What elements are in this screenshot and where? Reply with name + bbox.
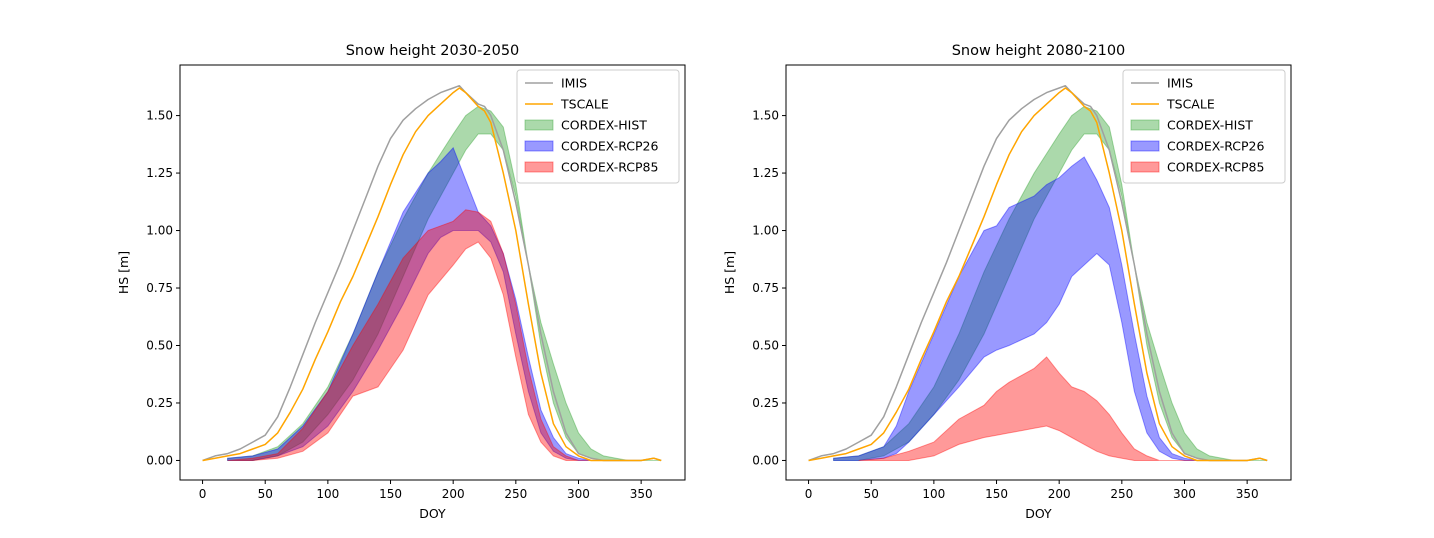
x-tick-label: 200: [1048, 487, 1071, 501]
line-tscale: [202, 87, 662, 462]
axes-frame: [179, 64, 686, 481]
band-cordex-rcp85: [227, 209, 617, 461]
x-tick-label: 300: [567, 487, 590, 501]
plot-area: [808, 84, 1268, 462]
y-tick-label: 1.00: [146, 224, 173, 238]
legend-key-cordex-rcp85: [1130, 161, 1160, 173]
legend-label-cordex-hist: CORDEX-HIST: [1167, 118, 1253, 133]
legend-frame: [1122, 69, 1286, 184]
x-tick-label: 0: [199, 487, 207, 501]
chart-title: Snow height 2080-2100: [952, 43, 1126, 59]
x-tick-label: 200: [442, 487, 465, 501]
legend-label-imis: IMIS: [1167, 76, 1193, 91]
plot-area: [202, 84, 662, 462]
line-tscale: [808, 87, 1268, 462]
y-tick-label: 0.00: [752, 453, 779, 467]
legend: IMIS TSCALE CORDEX-HIST CORDEX-RCP26 CORDEX-…: [1122, 69, 1286, 184]
y-tick-label: 0.75: [752, 281, 779, 295]
y-tick-label: 0.50: [146, 338, 173, 352]
y-axis-label: HS [m]: [116, 251, 131, 294]
chart-panel-2: 0 50 100 150 200 250 300 350 0.00 0.25 0.50 0.75 1.0…: [722, 43, 1292, 521]
x-axis-label: DOY: [419, 506, 446, 521]
legend-label-cordex-hist: CORDEX-HIST: [561, 118, 647, 133]
chart-panel-1: 0 50 100 150 200 250 300 350 0.00 0.25 0.50 0.75 1.0…: [116, 43, 686, 521]
y-tick-label: 1.25: [752, 166, 779, 180]
line-imis: [808, 84, 1268, 462]
legend-key-cordex-rcp26: [524, 140, 554, 152]
x-tick-label: 50: [864, 487, 879, 501]
legend-key-cordex-hist: [524, 119, 554, 131]
y-tick-label: 0.25: [752, 396, 779, 410]
x-tick-label: 50: [258, 487, 273, 501]
y-tick-label: 0.50: [752, 338, 779, 352]
legend-key-cordex-rcp85: [524, 161, 554, 173]
band-cordex-hist: [227, 105, 662, 461]
legend-label-tscale: TSCALE: [560, 97, 609, 112]
x-tick-label: 100: [316, 487, 339, 501]
legend-label-cordex-rcp85: CORDEX-RCP85: [1167, 160, 1264, 175]
x-tick-label: 300: [1173, 487, 1196, 501]
legend-key-cordex-rcp26: [1130, 140, 1160, 152]
legend-label-imis: IMIS: [561, 76, 587, 91]
x-tick-label: 150: [985, 487, 1008, 501]
x-tick-label: 350: [1236, 487, 1259, 501]
y-tick-label: 1.25: [146, 166, 173, 180]
y-tick-label: 0.00: [146, 453, 173, 467]
x-tick-label: 250: [1110, 487, 1133, 501]
line-imis: [202, 84, 662, 462]
x-tick-label: 0: [805, 487, 813, 501]
y-axis-label: HS [m]: [722, 251, 737, 294]
legend-label-cordex-rcp26: CORDEX-RCP26: [561, 139, 659, 154]
legend-label-cordex-rcp85: CORDEX-RCP85: [561, 160, 658, 175]
legend: IMIS TSCALE CORDEX-HIST CORDEX-RCP26 CORDEX-…: [516, 69, 680, 184]
legend-key-cordex-hist: [1130, 119, 1160, 131]
x-axis-label: DOY: [1025, 506, 1052, 521]
y-tick-label: 1.50: [752, 109, 779, 123]
band-cordex-hist: [833, 105, 1268, 461]
legend-label-tscale: TSCALE: [1166, 97, 1215, 112]
legend-frame: [516, 69, 680, 184]
y-tick-label: 1.50: [146, 109, 173, 123]
legend-label-cordex-rcp26: CORDEX-RCP26: [1167, 139, 1265, 154]
x-tick-label: 100: [922, 487, 945, 501]
x-tick-label: 150: [379, 487, 402, 501]
band-cordex-rcp85: [858, 356, 1197, 461]
x-tick-label: 250: [504, 487, 527, 501]
axes-frame: [785, 64, 1292, 481]
y-tick-label: 0.75: [146, 281, 173, 295]
chart-title: Snow height 2030-2050: [346, 43, 520, 59]
y-tick-label: 1.00: [752, 224, 779, 238]
y-tick-label: 0.25: [146, 396, 173, 410]
x-tick-label: 350: [630, 487, 653, 501]
